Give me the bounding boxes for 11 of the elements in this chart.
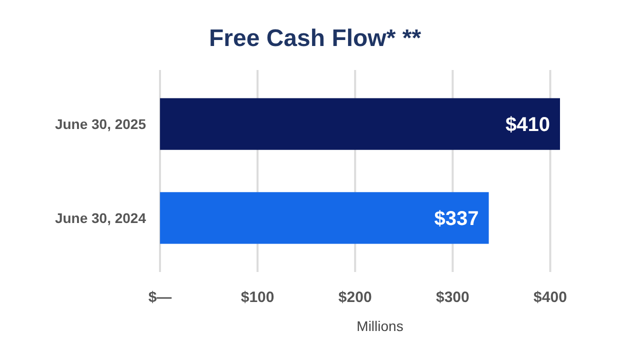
x-axis-title: Millions <box>356 318 404 334</box>
x-tick-label: $— <box>148 289 172 306</box>
data-label: $410 <box>506 114 550 136</box>
x-tick-label: $300 <box>436 289 470 306</box>
y-tick-label: June 30, 2024 <box>54 210 146 226</box>
x-tick-label: $400 <box>534 289 567 306</box>
chart-title: Free Cash Flow* ** <box>208 25 422 52</box>
x-tick-label: $200 <box>338 289 372 306</box>
y-tick-label: June 30, 2025 <box>54 116 146 132</box>
data-label: $337 <box>434 208 479 230</box>
x-tick-label: $100 <box>240 289 274 306</box>
